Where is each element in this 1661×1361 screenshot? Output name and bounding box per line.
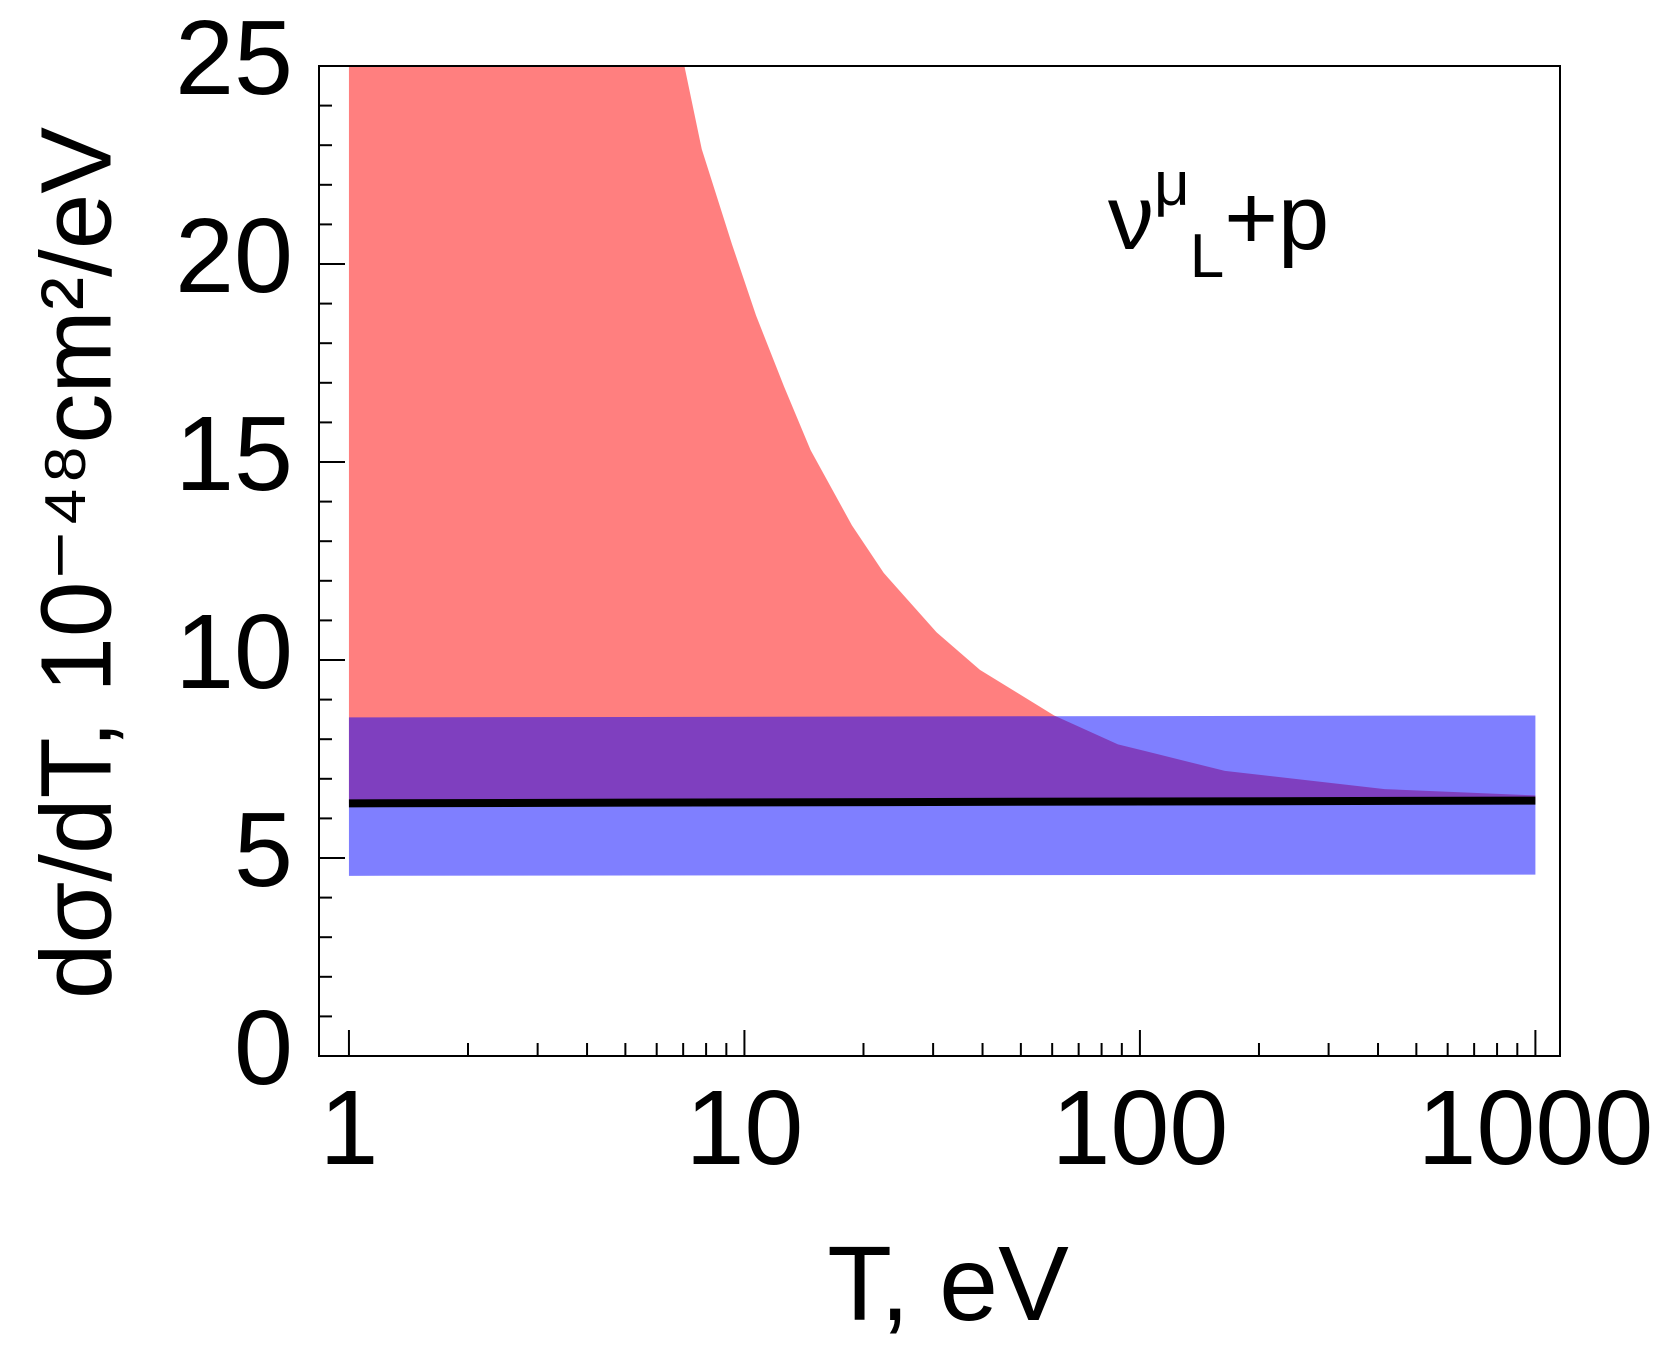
y-tick-label: 15 — [175, 395, 293, 513]
y-tick-label: 0 — [234, 989, 293, 1107]
x-tick-label: 100 — [1051, 1069, 1228, 1187]
x-tick-label: 10 — [685, 1069, 803, 1187]
annotation-rest: +p — [1224, 167, 1329, 269]
y-axis-label: dσ/dT, 10⁻⁴⁸cm²/eV — [20, 127, 132, 999]
plot-area — [348, 66, 1536, 876]
annotation-base: ν — [1108, 167, 1154, 269]
y-tick-label: 25 — [175, 0, 293, 117]
y-tick-label: 20 — [175, 197, 293, 315]
annotation: νμL+p — [1108, 150, 1329, 291]
plot-frame — [318, 65, 1561, 1057]
line — [348, 796, 1536, 808]
x-tick-label: 1 — [319, 1069, 378, 1187]
axes: 0 5 10 15 20 25 1 10 100 1000 — [175, 0, 1653, 1187]
y-tick-label: 10 — [175, 593, 293, 711]
x-axis-label: T, eV — [827, 1225, 1069, 1343]
y-tick-label: 5 — [234, 791, 293, 909]
annotation-sup: μ — [1154, 150, 1190, 219]
x-tick-label: 1000 — [1417, 1069, 1653, 1187]
annotation-sub: L — [1190, 222, 1224, 291]
band — [348, 66, 1536, 804]
band — [348, 715, 1536, 876]
